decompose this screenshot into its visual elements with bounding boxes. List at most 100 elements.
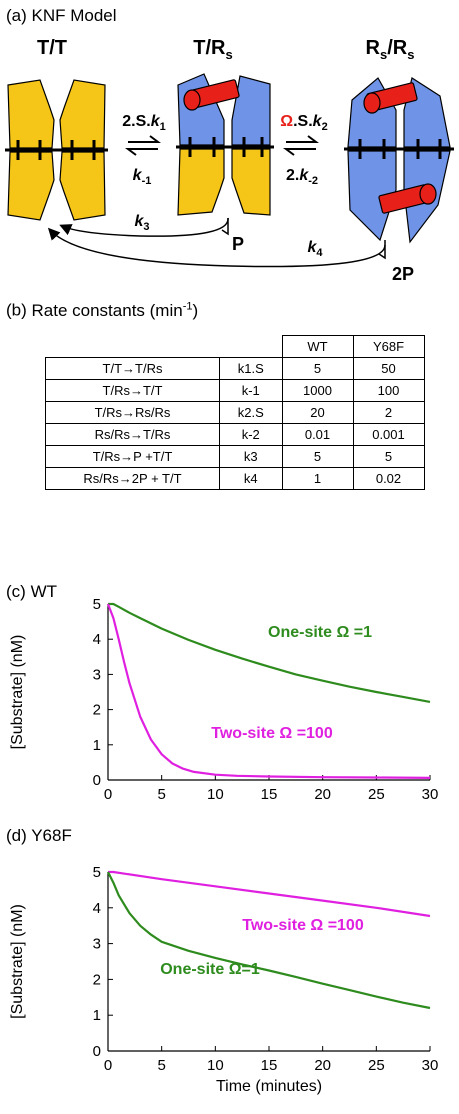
wt-value-cell: 0.01	[281, 423, 354, 446]
constant-cell: k4	[219, 467, 283, 490]
table-row: T/Rs→Rs/Rs k2.S 20 2	[45, 401, 425, 424]
reverse2-label: 2.k-2	[286, 167, 318, 187]
x-tick-label: 25	[368, 786, 385, 803]
k3-label: k3	[134, 213, 149, 233]
reaction-cell: T/Rs→P +T/T	[45, 445, 220, 468]
x-tick-label: 0	[104, 1057, 112, 1074]
table-row: T/Rs→T/T k-1 1000 100	[45, 379, 425, 402]
y-tick-label: 2	[93, 702, 101, 719]
constant-cell: k3	[219, 445, 283, 468]
forward1-label: 2.S.k1	[122, 113, 166, 133]
wt-substrate-chart: 0 1 2 3 4 5 0 5 10 15 20 25 30 [Substrate] (nM) One-si…	[9, 596, 439, 803]
product-2p-label: 2P	[392, 264, 414, 284]
y-tick-label: 5	[93, 596, 101, 613]
reaction-cell: Rs/Rs→T/Rs	[45, 423, 220, 446]
equilibrium-arrow-1	[125, 135, 161, 156]
column-header-y68f: Y68F	[352, 335, 425, 358]
p-release-arrow	[221, 218, 229, 236]
table-header-row: WT Y68F	[46, 335, 425, 358]
forward2-label: Ω.S.k2	[280, 113, 327, 133]
species-tt-label: T/T	[37, 37, 67, 59]
y68f-value-cell: 5	[352, 445, 425, 468]
y68f-value-cell: 0.02	[352, 467, 425, 490]
species-trs-label: T/Rs	[193, 37, 232, 62]
x-tick-label: 15	[261, 786, 278, 803]
wt-value-cell: 20	[281, 401, 354, 424]
panel-b-heading: (b) Rate constants (min-1)	[6, 300, 198, 321]
y-tick-label: 0	[93, 772, 101, 789]
x-tick-label: 30	[422, 786, 439, 803]
x-tick-label: 0	[104, 786, 112, 803]
wt-value-cell: 5	[281, 357, 354, 380]
reverse1-label: k-1	[133, 167, 152, 187]
y-tick-label: 4	[93, 900, 101, 917]
x-tick-label: 20	[314, 1057, 331, 1074]
rsrs-dimer-shape	[344, 77, 454, 244]
product-p-label: P	[232, 234, 244, 254]
panel-c-heading: (c) WT	[6, 582, 57, 602]
series-label: Two-site Ω =100	[242, 917, 364, 934]
table-row: Rs/Rs→2P + T/T k4 1 0.02	[45, 467, 425, 490]
constant-cell: k-2	[219, 423, 283, 446]
k4-turnover-arrow	[47, 227, 386, 268]
panel-d-heading: (d) Y68F	[6, 826, 72, 846]
series-line	[108, 870, 431, 918]
panel-b-label: (b)	[6, 300, 27, 320]
y-axis-title: [Substrate] (nM)	[9, 635, 26, 750]
column-header-wt: WT	[281, 335, 354, 358]
x-tick-label: 10	[207, 786, 224, 803]
y-tick-label: 4	[93, 631, 101, 648]
trs-dimer-shape	[176, 73, 274, 216]
x-tick-label: 20	[314, 786, 331, 803]
series-label: Two-site Ω =100	[211, 725, 333, 742]
series-line	[106, 603, 431, 779]
wt-value-cell: 1	[281, 467, 354, 490]
x-tick-label: 15	[261, 1057, 278, 1074]
k4-label: k4	[307, 239, 323, 259]
y68f-value-cell: 2	[352, 401, 425, 424]
x-tick-label: 30	[422, 1057, 439, 1074]
series-line	[108, 602, 431, 703]
species-rsrs-label: Rs/Rs	[366, 37, 415, 62]
panel-b-title: Rate constants (min-1)	[31, 300, 199, 320]
series-label: One-site Ω=1	[160, 961, 260, 978]
y68f-value-cell: 0.001	[352, 423, 425, 446]
series-line	[107, 871, 431, 1010]
knf-model-diagram: T/T T/Rs Rs/Rs	[5, 37, 454, 284]
reaction-cell: T/Rs→Rs/Rs	[45, 401, 220, 424]
panel-a-heading: (a) KNF Model	[6, 6, 117, 26]
tt-dimer-shape	[5, 79, 108, 221]
y-axis-title: [Substrate] (nM)	[9, 904, 26, 1019]
equilibrium-arrow-2	[283, 135, 319, 156]
panel-a-label: (a)	[6, 6, 27, 25]
wt-value-cell: 1000	[281, 379, 354, 402]
table-row: Rs/Rs→T/Rs k-2 0.01 0.001	[45, 423, 425, 446]
panel-c-label: (c)	[6, 582, 26, 601]
series-label: One-site Ω =1	[268, 624, 372, 641]
panel-d-title: Y68F	[31, 826, 72, 845]
y68f-substrate-chart: 0 1 2 3 4 5 0 5 10 15 20 25 30 [Substrate] (nM) Time (…	[9, 864, 439, 1095]
x-tick-label: 5	[157, 786, 165, 803]
x-tick-label: 5	[157, 1057, 165, 1074]
2p-release-arrow	[378, 240, 386, 260]
constant-cell: k2.S	[219, 401, 283, 424]
k3-turnover-arrow	[59, 217, 229, 237]
x-axis-title: Time (minutes)	[216, 1078, 322, 1095]
rate-constants-table: WT Y68F T/T→T/Rs k1.S 5 50 T/Rs→T/T k-1 …	[45, 335, 425, 490]
constant-cell: k1.S	[219, 357, 283, 380]
y-tick-label: 1	[93, 1007, 101, 1024]
reaction-cell: T/T→T/Rs	[45, 357, 220, 380]
panel-c-title: WT	[30, 582, 57, 601]
x-tick-label: 25	[368, 1057, 385, 1074]
y-tick-label: 3	[93, 936, 101, 953]
panel-d-label: (d)	[6, 826, 27, 845]
y-tick-label: 0	[93, 1043, 101, 1060]
y-tick-label: 3	[93, 666, 101, 683]
reaction-cell: T/Rs→T/T	[45, 379, 220, 402]
constant-cell: k-1	[219, 379, 283, 402]
panel-a-title: KNF Model	[31, 6, 117, 25]
table-row: T/T→T/Rs k1.S 5 50	[45, 357, 425, 380]
y-tick-label: 5	[93, 864, 101, 881]
y68f-value-cell: 100	[352, 379, 425, 402]
table-row: T/Rs→P +T/T k3 5 5	[45, 445, 425, 468]
